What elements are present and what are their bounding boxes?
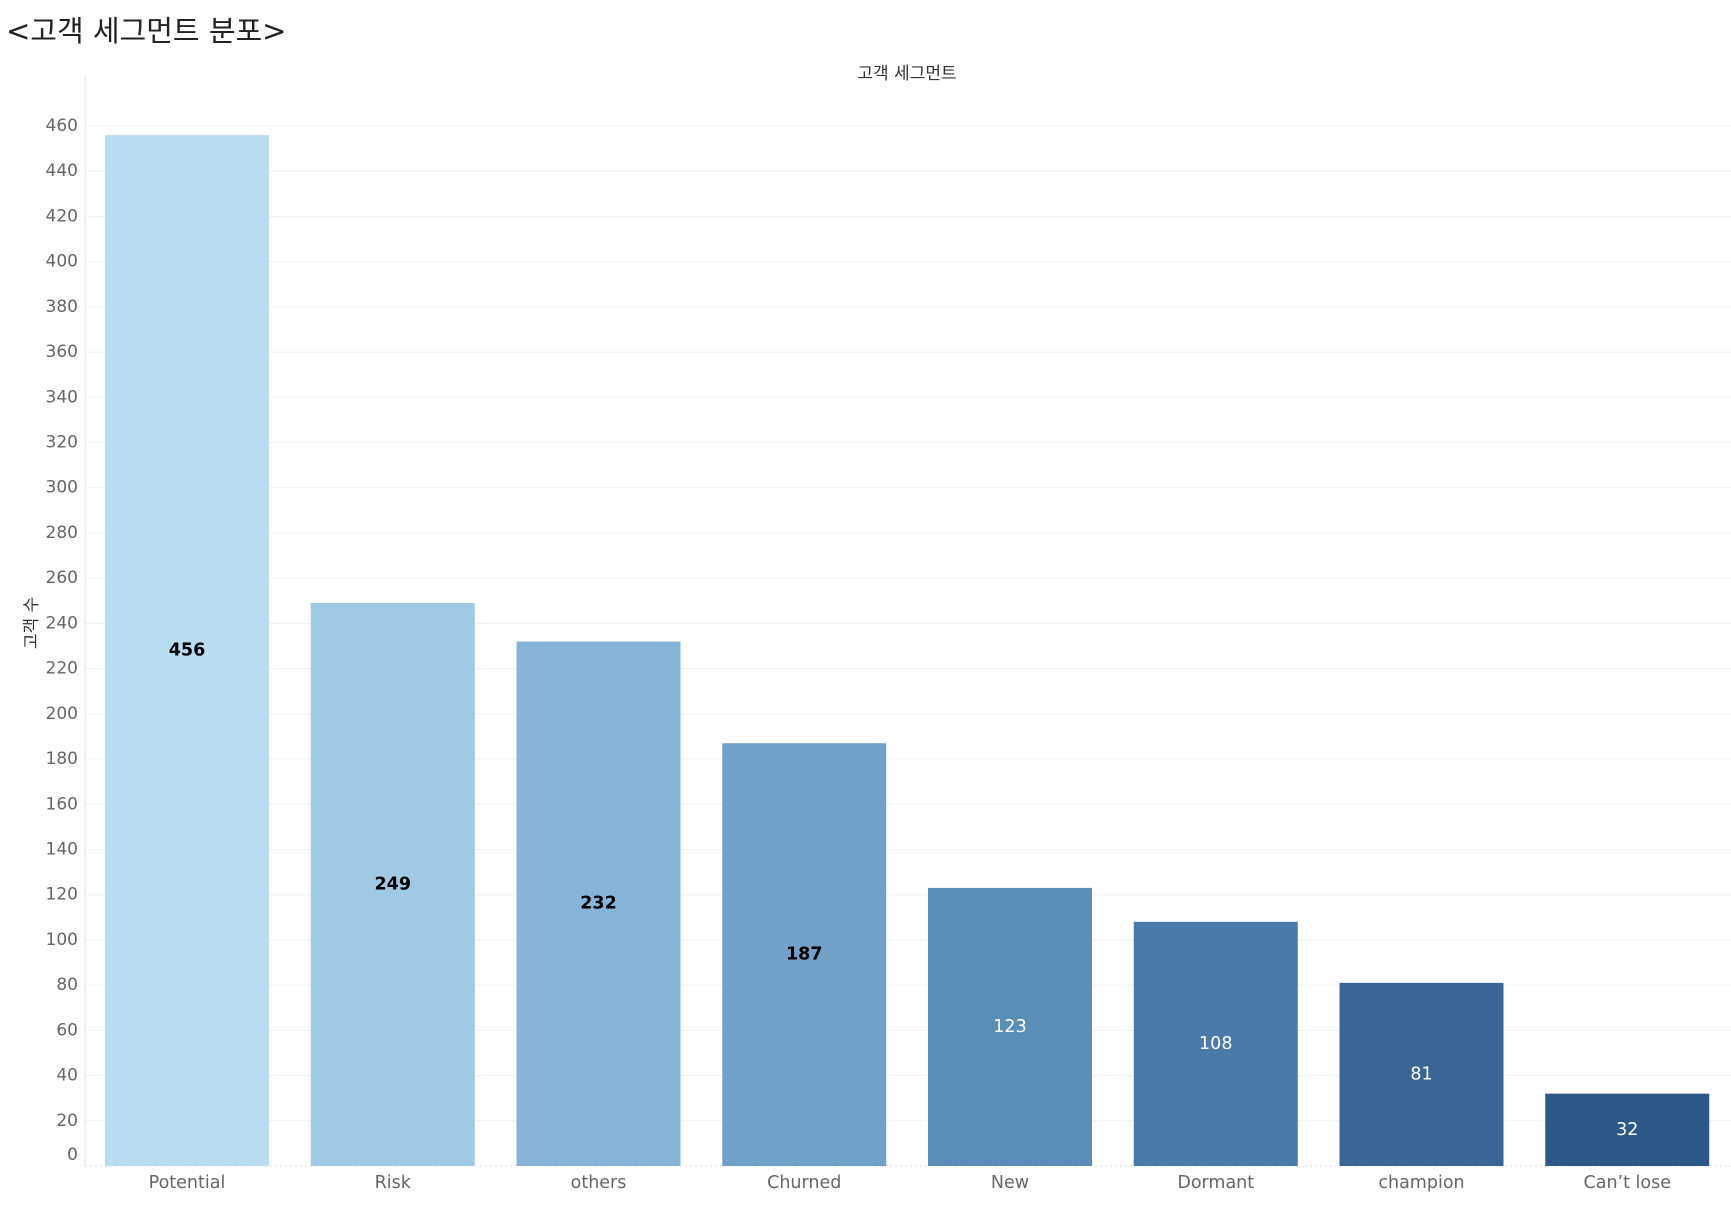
x-tick-label: Can’t lose bbox=[1584, 1173, 1671, 1193]
bar bbox=[928, 887, 1092, 1166]
y-tick-label: 0 bbox=[67, 1145, 78, 1165]
page-title: <고객 세그먼트 분포> bbox=[6, 14, 287, 48]
y-tick-label: 60 bbox=[56, 1020, 78, 1040]
x-tick-label: champion bbox=[1378, 1173, 1464, 1193]
y-tick-label: 100 bbox=[46, 930, 78, 950]
bar bbox=[1339, 982, 1504, 1166]
y-tick-label: 280 bbox=[46, 523, 78, 543]
chart-title: 고객 세그먼트 bbox=[857, 64, 956, 84]
x-tick-label: Potential bbox=[149, 1173, 226, 1193]
bar bbox=[1545, 1093, 1710, 1166]
y-tick-label: 420 bbox=[46, 206, 78, 226]
bar-value-label: 187 bbox=[786, 945, 823, 965]
y-tick-label: 40 bbox=[56, 1066, 78, 1086]
bar-value-label: 32 bbox=[1616, 1120, 1638, 1140]
bar bbox=[1133, 921, 1298, 1166]
bar-value-label: 81 bbox=[1410, 1064, 1432, 1084]
y-tick-label: 240 bbox=[46, 613, 78, 633]
y-tick-label: 400 bbox=[46, 252, 78, 272]
bar-value-label: 123 bbox=[993, 1017, 1026, 1037]
bar-value-label: 232 bbox=[580, 894, 617, 914]
y-tick-label: 180 bbox=[46, 749, 78, 769]
y-tick-label: 380 bbox=[46, 297, 78, 317]
y-tick-label: 300 bbox=[46, 478, 78, 498]
bar bbox=[105, 135, 269, 1167]
x-tick-label: Risk bbox=[375, 1173, 412, 1193]
bars-layer: 456 249 232 187 123 108 81 32 bbox=[105, 135, 1710, 1167]
y-tick-label: 20 bbox=[56, 1111, 78, 1131]
y-tick-label: 220 bbox=[46, 659, 78, 679]
bar-value-label: 249 bbox=[374, 875, 411, 895]
y-tick-label: 440 bbox=[46, 161, 78, 181]
x-tick-label: others bbox=[571, 1173, 627, 1193]
y-tick-label: 360 bbox=[46, 342, 78, 362]
y-axis-title: 고객 수 bbox=[22, 597, 42, 649]
y-tick-label: 80 bbox=[56, 975, 78, 995]
bar bbox=[310, 603, 475, 1166]
y-tick-label: 260 bbox=[46, 568, 78, 588]
y-tick-label: 200 bbox=[46, 704, 78, 724]
bar bbox=[722, 743, 887, 1166]
y-tick-label: 120 bbox=[46, 885, 78, 905]
y-tick-label: 340 bbox=[46, 387, 78, 407]
bar bbox=[516, 641, 681, 1166]
y-tick-label: 460 bbox=[46, 116, 78, 136]
x-tick-label: New bbox=[991, 1173, 1029, 1193]
y-tick-label: 320 bbox=[46, 433, 78, 453]
y-tick-label: 160 bbox=[46, 794, 78, 814]
y-tick-label: 140 bbox=[46, 839, 78, 859]
x-tick-label: Churned bbox=[767, 1173, 841, 1193]
bar-value-label: 456 bbox=[169, 641, 206, 661]
x-tick-label: Dormant bbox=[1177, 1173, 1254, 1193]
bar-value-label: 108 bbox=[1199, 1034, 1232, 1054]
